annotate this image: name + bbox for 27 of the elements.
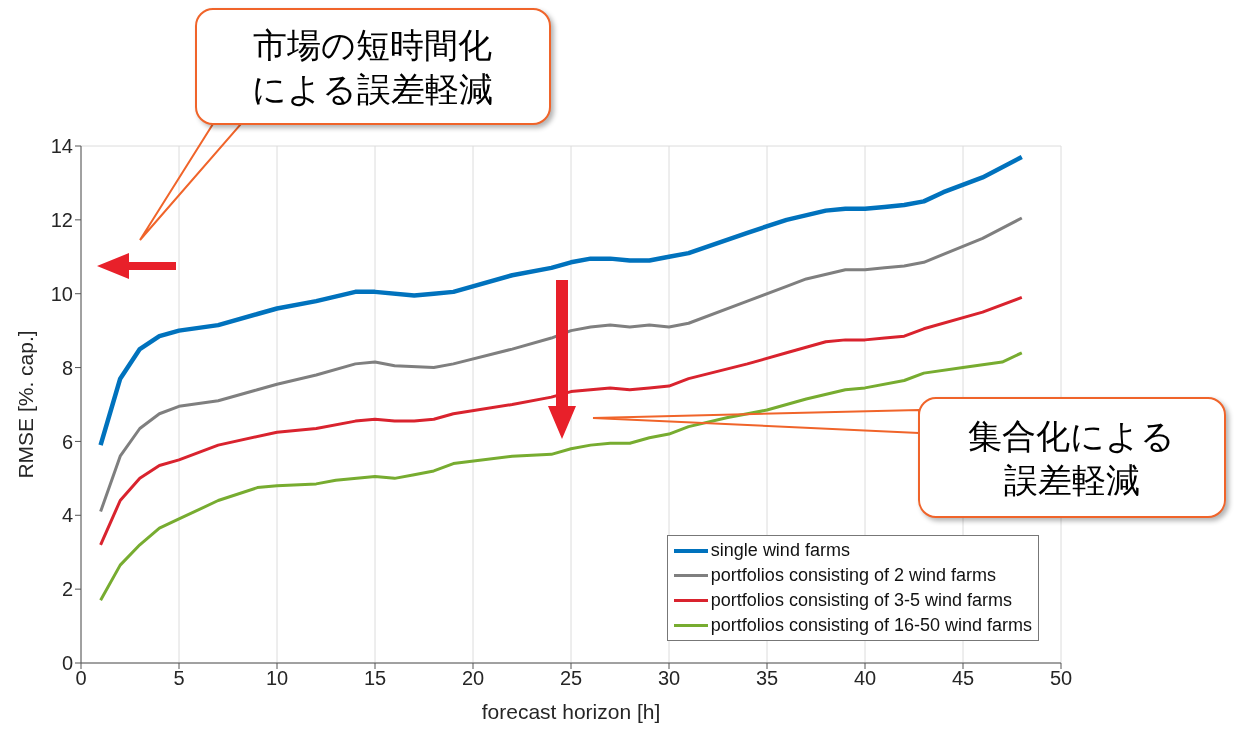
- x-tick-label: 20: [461, 667, 485, 690]
- x-tick-label: 5: [173, 667, 185, 690]
- y-tick-label: 2: [61, 578, 73, 601]
- y-tick-label: 10: [50, 282, 73, 305]
- legend-label: portfolios consisting of 16-50 wind farms: [710, 614, 1032, 637]
- legend-label: portfolios consisting of 2 wind farms: [710, 564, 996, 587]
- y-tick-label: 8: [61, 356, 73, 379]
- x-tick-label: 35: [755, 667, 779, 690]
- x-tick-label: 0: [75, 667, 87, 690]
- x-tick-label: 10: [265, 667, 289, 690]
- annotation: 集合化による誤差軽減: [968, 414, 1176, 502]
- y-tick-label: 12: [50, 208, 73, 231]
- y-tick-label: 4: [61, 504, 73, 527]
- x-tick-label: 45: [951, 667, 975, 690]
- y-axis-title: RMSE [%. cap.]: [14, 330, 38, 479]
- x-tick-label: 30: [657, 667, 681, 690]
- legend-label: portfolios consisting of 3-5 wind farms: [710, 589, 1012, 612]
- y-tick-label: 14: [50, 135, 73, 158]
- x-axis-title: forecast horizon [h]: [481, 700, 661, 723]
- legend-label: single wind farms: [710, 539, 850, 562]
- text: 市場の短時間化による誤差軽減: [252, 23, 494, 111]
- y-tick-label: 6: [61, 430, 73, 453]
- x-tick-label: 25: [559, 667, 583, 690]
- x-tick-label: 50: [1049, 667, 1073, 690]
- x-tick-label: 40: [853, 667, 877, 690]
- x-tick-label: 15: [363, 667, 387, 690]
- y-tick-label: 0: [61, 652, 73, 675]
